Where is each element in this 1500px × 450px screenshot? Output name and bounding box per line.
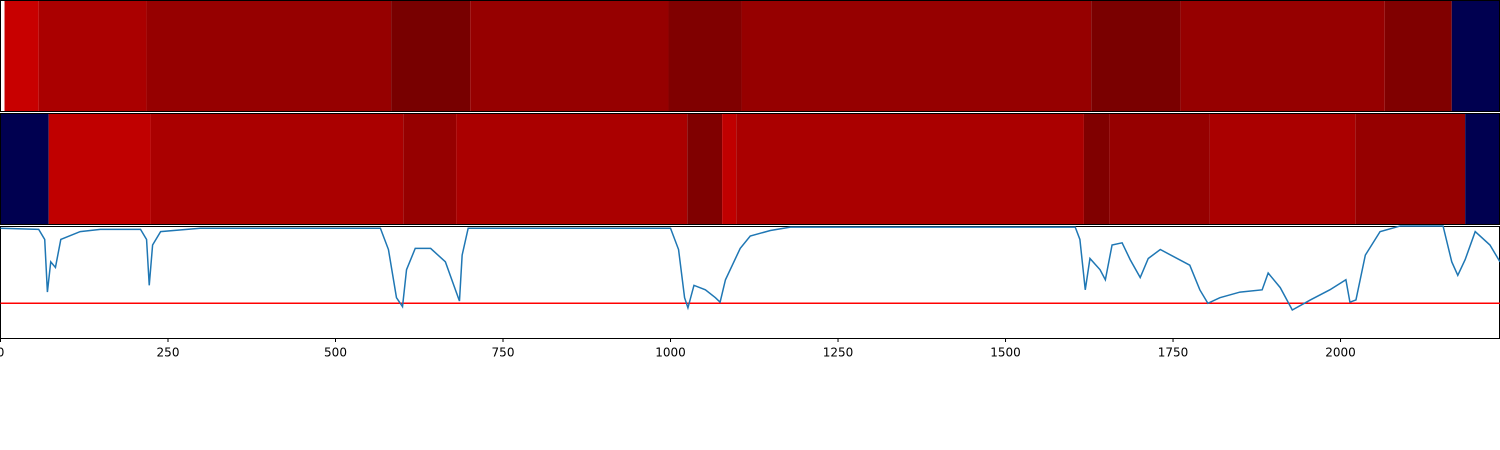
- heatmap-cell: [456, 113, 688, 225]
- heatmap-cell: [1180, 0, 1385, 112]
- heatmap-cell: [736, 113, 1084, 225]
- x-tick-label: 1750: [1158, 346, 1189, 360]
- heatmap-cell: [146, 0, 392, 112]
- x-tick-label: 1000: [655, 346, 686, 360]
- heatmap-cell: [391, 0, 471, 112]
- heatmap-cell: [403, 113, 457, 225]
- x-tick-label: 1500: [990, 346, 1021, 360]
- heatmap-cell: [0, 113, 49, 225]
- heatmap-cell: [4, 0, 39, 112]
- heatmap-cell: [1091, 0, 1181, 112]
- x-tick-label: 0: [0, 346, 4, 360]
- heatmap-cell: [687, 113, 723, 225]
- heatmap-cell: [1109, 113, 1210, 225]
- heatmap-cell: [1355, 113, 1466, 225]
- heatmap-cell: [722, 113, 737, 225]
- heatmap-cell: [1083, 113, 1110, 225]
- x-tick-label: 1250: [823, 346, 854, 360]
- x-tick-label: 250: [157, 346, 180, 360]
- plot-area: [0, 226, 1500, 339]
- x-tick-label: 2000: [1325, 346, 1356, 360]
- x-tick-label: 750: [492, 346, 515, 360]
- heatmap-cell: [150, 113, 404, 225]
- heatmap-cell: [1451, 0, 1500, 112]
- heatmap-cell: [1209, 113, 1356, 225]
- heatmap-cell: [741, 0, 1092, 112]
- heatmap-cell: [470, 0, 669, 112]
- x-tick-label: 500: [324, 346, 347, 360]
- heatmap-cell: [1384, 0, 1452, 112]
- heatmap-cell: [48, 113, 151, 225]
- data-line: [0, 225, 1500, 312]
- heatmap-cell: [668, 0, 742, 112]
- heatmap-cell: [38, 0, 147, 112]
- heatmap-cell: [1465, 113, 1500, 225]
